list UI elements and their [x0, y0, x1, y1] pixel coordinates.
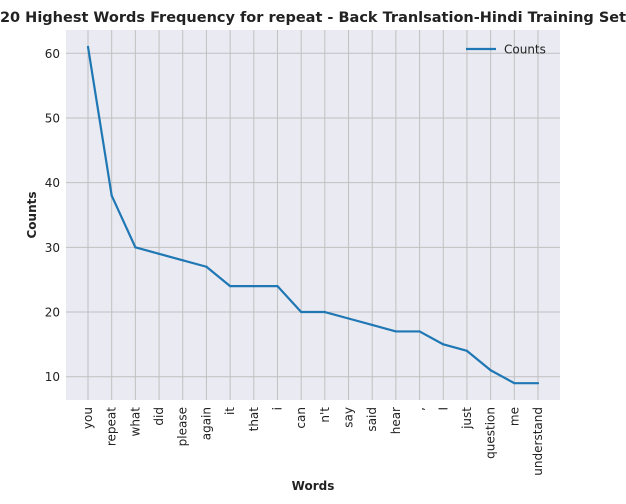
data-point	[465, 349, 469, 352]
plot-background	[66, 30, 560, 400]
x-tick-label: repeat	[105, 407, 119, 446]
legend-label-counts: Counts	[504, 43, 546, 57]
x-tick-label: I	[436, 407, 450, 411]
x-tick-label: me	[507, 407, 521, 426]
data-point	[110, 194, 113, 197]
data-point	[442, 343, 445, 346]
x-tick-label: can	[294, 407, 308, 429]
data-point	[371, 323, 374, 327]
y-tick-label: 50	[45, 111, 60, 125]
x-axis-label: Words	[292, 479, 335, 493]
data-point	[229, 285, 232, 288]
data-point	[300, 310, 303, 314]
chart-title: 20 Highest Words Frequency for repeat - …	[0, 10, 626, 26]
data-point	[323, 310, 326, 314]
data-point	[252, 285, 255, 288]
data-point	[205, 265, 208, 268]
x-tick-label: you	[81, 407, 95, 429]
y-tick-label: 60	[45, 47, 60, 61]
data-point	[418, 330, 421, 333]
x-tick-label: hear	[389, 407, 403, 434]
y-tick-label: 40	[45, 176, 60, 190]
x-tick-label: it	[223, 407, 237, 415]
data-point	[347, 317, 350, 320]
data-point	[489, 369, 492, 372]
data-point	[536, 382, 540, 385]
x-tick-label: ,	[413, 407, 427, 411]
y-tick-label: 30	[45, 241, 60, 255]
x-tick-label: i	[270, 407, 284, 410]
x-axis-ticks: you repeat what did please again it that i can n't…	[81, 407, 545, 476]
x-tick-label: again	[199, 407, 213, 440]
data-points	[86, 45, 540, 385]
x-tick-label: question	[484, 407, 498, 459]
x-tick-label: what	[128, 407, 142, 437]
x-tick-label: n't	[318, 407, 332, 423]
data-point	[513, 382, 516, 385]
y-tick-label: 10	[45, 370, 60, 384]
data-point	[134, 246, 137, 249]
x-tick-label: that	[247, 407, 261, 432]
y-tick-label: 20	[45, 306, 60, 320]
x-tick-label: please	[176, 407, 190, 446]
x-tick-label: said	[365, 407, 379, 432]
y-axis-label: Counts	[25, 191, 39, 238]
data-point	[394, 330, 397, 333]
x-tick-label: just	[460, 407, 474, 430]
data-point	[157, 252, 161, 255]
data-point	[181, 259, 184, 262]
y-axis-ticks: 10 20 30 40 50 60	[45, 47, 60, 384]
grid-lines	[66, 30, 560, 400]
legend: Counts	[466, 43, 546, 57]
data-point	[276, 285, 279, 288]
x-tick-label: did	[152, 407, 166, 426]
data-point	[86, 45, 90, 48]
x-tick-label: understand	[531, 407, 545, 476]
x-tick-label: say	[342, 407, 356, 428]
series-line-counts	[86, 46, 538, 385]
